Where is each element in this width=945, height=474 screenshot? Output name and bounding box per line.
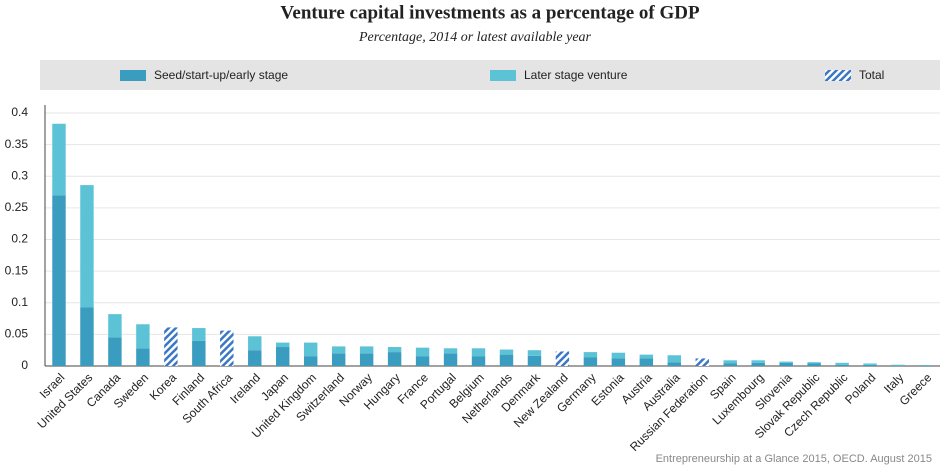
- bar: [276, 347, 289, 366]
- bar: [192, 341, 205, 366]
- bar: [192, 328, 205, 341]
- bar: [668, 355, 681, 362]
- y-tick-label: 0.4: [11, 105, 28, 119]
- bar: [136, 324, 149, 348]
- bar: [444, 348, 457, 353]
- bar: [640, 355, 653, 359]
- bar: [584, 357, 597, 366]
- legend-swatch: [825, 70, 851, 81]
- bar: [472, 348, 485, 356]
- bar: [779, 362, 792, 363]
- legend-label: Later stage venture: [524, 68, 628, 82]
- bar: [472, 357, 485, 366]
- bar: [248, 336, 261, 350]
- y-tick-label: 0.15: [5, 263, 29, 277]
- bar: [807, 363, 820, 366]
- bar: [360, 346, 373, 353]
- bar: [556, 351, 569, 366]
- chart-subtitle: Percentage, 2014 or latest available yea…: [358, 30, 592, 45]
- bar: [584, 352, 597, 357]
- bar: [640, 358, 653, 366]
- bar: [220, 331, 233, 366]
- x-tick-label: Greece: [897, 370, 935, 408]
- bar: [164, 327, 177, 366]
- y-tick-label: 0.3: [11, 168, 28, 182]
- bar: [80, 307, 93, 366]
- bar: [724, 360, 737, 363]
- bar: [528, 356, 541, 366]
- x-tick-label: Ireland: [227, 370, 263, 406]
- bar: [751, 363, 764, 366]
- bar: [751, 360, 764, 363]
- bar: [835, 365, 848, 366]
- bar: [136, 348, 149, 366]
- legend-label: Total: [859, 68, 884, 82]
- bar: [891, 365, 904, 366]
- y-tick-label: 0.2: [11, 232, 28, 246]
- source-note: Entrepreneurship at a Glance 2015, OECD.…: [656, 453, 932, 465]
- bar: [835, 363, 848, 365]
- bar: [80, 185, 93, 307]
- y-tick-label: 0.25: [5, 200, 29, 214]
- bar: [52, 195, 65, 366]
- bar: [416, 357, 429, 366]
- bar: [724, 363, 737, 366]
- bar: [332, 346, 345, 353]
- bar: [388, 352, 401, 366]
- y-tick-label: 0.1: [11, 295, 28, 309]
- chart-title: Venture capital investments as a percent…: [280, 2, 700, 23]
- bar: [332, 353, 345, 366]
- legend-swatch: [120, 70, 146, 81]
- legend-swatch: [490, 70, 516, 81]
- bar: [276, 343, 289, 347]
- bar: [248, 350, 261, 366]
- bar: [500, 350, 513, 355]
- bar: [444, 353, 457, 366]
- bar: [500, 355, 513, 366]
- bar: [304, 357, 317, 366]
- bar: [304, 343, 317, 357]
- y-tick-label: 0.35: [5, 137, 29, 151]
- y-tick-label: 0.05: [5, 327, 29, 341]
- y-tick-label: 0: [21, 358, 28, 372]
- bar: [52, 124, 65, 195]
- bar: [612, 358, 625, 366]
- bar: [779, 363, 792, 366]
- bar: [863, 363, 876, 364]
- bar: [919, 365, 932, 366]
- bar: [807, 362, 820, 363]
- x-tick-label: Poland: [842, 370, 878, 406]
- bar: [668, 362, 681, 366]
- bar: [528, 350, 541, 356]
- bar: [108, 338, 121, 366]
- bar: [416, 348, 429, 357]
- bar: [696, 358, 709, 366]
- bar: [360, 353, 373, 366]
- bar: [108, 314, 121, 337]
- bar: [612, 353, 625, 359]
- legend-label: Seed/start-up/early stage: [154, 68, 288, 82]
- bar: [863, 365, 876, 366]
- bar: [388, 347, 401, 352]
- bar: [891, 365, 904, 366]
